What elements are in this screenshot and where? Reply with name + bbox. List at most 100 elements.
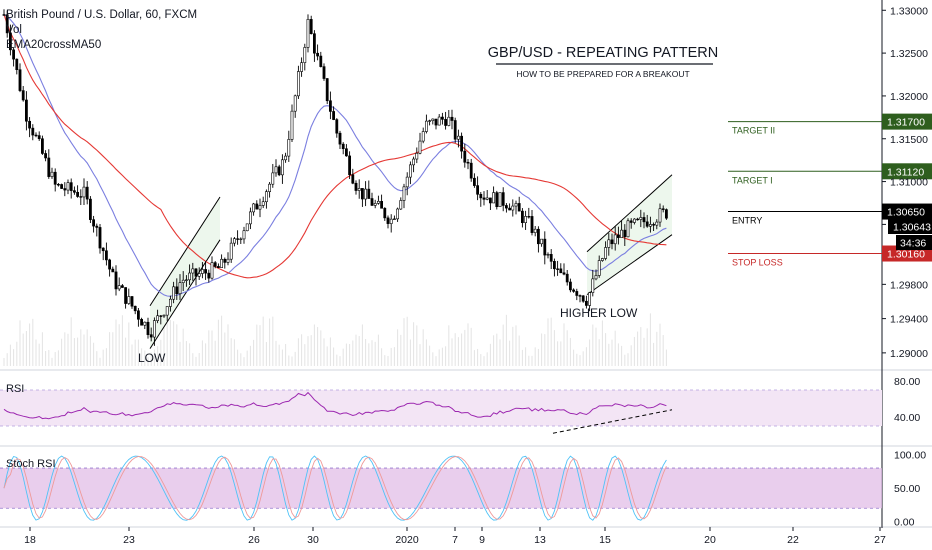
candle-body [44, 153, 48, 159]
candle-body [543, 238, 547, 256]
candle-body [517, 203, 521, 212]
countdown-tag: 34:36 [896, 235, 932, 250]
level-price-tag [882, 203, 932, 220]
candlestick-series [2, 9, 668, 346]
candle [559, 263, 563, 274]
annotation-title[interactable]: GBP/USD - REPEATING PATTERN [488, 45, 718, 61]
candle [597, 255, 601, 278]
candle [284, 152, 288, 163]
candle [437, 114, 441, 126]
candle [236, 230, 240, 245]
candle-body [632, 218, 636, 223]
candle-body [415, 152, 419, 160]
candle [648, 216, 652, 233]
stoch-rsi-label[interactable]: Stoch RSI [6, 458, 56, 470]
candle-body [197, 273, 201, 277]
candle [575, 288, 579, 301]
candle-body [53, 171, 57, 185]
candle [373, 199, 377, 209]
candle-body [178, 282, 182, 295]
candle-body [21, 90, 25, 101]
candle [271, 163, 275, 188]
candle [66, 179, 70, 195]
volume-indicator-label[interactable]: Vol [6, 24, 22, 36]
candle [552, 258, 556, 277]
candle-body [613, 234, 617, 245]
candle-body [309, 19, 313, 35]
time-tick-label: 18 [24, 534, 36, 546]
candle-body [130, 296, 134, 307]
time-tick-label: 15 [599, 534, 611, 546]
candle [143, 321, 147, 330]
candle-body [271, 172, 275, 185]
candle-body [482, 197, 486, 200]
candle [303, 43, 307, 71]
candle-body [357, 188, 361, 191]
candle [530, 210, 534, 236]
candle-body [607, 239, 611, 248]
candle [53, 168, 57, 192]
candle [514, 200, 518, 215]
candle [386, 215, 390, 229]
candle-body [565, 273, 569, 283]
candle-body [153, 320, 156, 338]
candle [396, 207, 400, 222]
candle [127, 288, 131, 305]
candle [460, 132, 464, 159]
candle-body [220, 258, 224, 268]
candle [348, 151, 352, 180]
ema-indicator-label[interactable]: EMA20crossMA50 [6, 39, 101, 51]
candle [21, 86, 25, 102]
candle-body [495, 192, 499, 208]
candle [194, 268, 198, 286]
higher-low-label[interactable]: HIGHER LOW [560, 306, 638, 320]
candle [517, 196, 521, 212]
candle [626, 218, 630, 238]
candle-body [69, 182, 73, 191]
candle [277, 164, 281, 177]
candle [293, 94, 297, 118]
candle-body [536, 228, 540, 245]
candle [287, 130, 291, 162]
candle-body [389, 218, 393, 224]
low-label[interactable]: LOW [138, 351, 166, 365]
candle [511, 199, 515, 217]
candle-body [348, 155, 352, 175]
price-tick-label: 1.29000 [890, 348, 928, 360]
candle [101, 247, 105, 261]
candle-body [111, 268, 115, 273]
candle [207, 269, 211, 283]
candle-body [655, 221, 659, 226]
candle-body [405, 176, 409, 188]
candle [44, 150, 48, 162]
candle [584, 295, 588, 309]
candle [335, 118, 339, 138]
candle-body [661, 208, 665, 210]
candle [229, 237, 233, 263]
candle [73, 186, 76, 195]
time-tick-label: 23 [123, 534, 135, 546]
time-tick-label: 7 [452, 534, 458, 546]
candle [31, 124, 35, 141]
candle [380, 194, 384, 209]
candle-body [428, 120, 432, 122]
rsi-panel: 80.00 40.00 [0, 376, 920, 434]
candle-body [492, 192, 496, 204]
candle-body [239, 238, 243, 241]
higher-low-channel-fill [587, 174, 672, 295]
rsi-label[interactable]: RSI [6, 383, 24, 395]
candle-body [322, 66, 326, 79]
candle-body [559, 268, 563, 274]
candle-body [226, 258, 230, 263]
symbol-title: British Pound / U.S. Dollar, 60, FXCM [6, 9, 197, 21]
candle [453, 117, 457, 143]
candle [146, 317, 150, 339]
candle-body [293, 95, 297, 112]
higher-low-channel-upper [586, 174, 673, 253]
candle [440, 112, 444, 125]
candle-body [50, 171, 54, 177]
candle [655, 219, 659, 230]
annotation-subtitle[interactable]: HOW TO BE PREPARED FOR A BREAKOUT [516, 69, 689, 79]
last-price-tag: 1.30643 [888, 219, 932, 234]
